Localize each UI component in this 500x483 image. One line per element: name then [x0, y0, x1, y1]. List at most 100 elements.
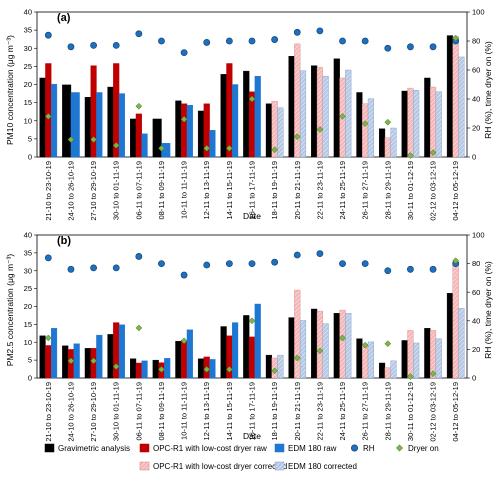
bar-opc_raw: [135, 362, 142, 379]
rh-point: [293, 251, 301, 259]
x-tick-label: 12-11 to 13-11-19: [202, 161, 211, 220]
bar-grav: [197, 358, 205, 379]
y-tick-label: 20: [24, 302, 32, 311]
x-tick-label: 06-11 to 07-11-19: [134, 161, 143, 220]
bar-opc_raw: [45, 63, 52, 158]
bar-edm_raw: [118, 324, 126, 379]
bar-edm_raw: [254, 303, 261, 379]
rh-point: [44, 31, 52, 39]
bar-grav: [424, 77, 431, 158]
legend-swatch-rh: [350, 444, 358, 452]
y-tick-label: 30: [24, 266, 32, 275]
x-tick-label: 02-12 to 03-12-19: [429, 161, 438, 221]
bar-opc_raw: [135, 113, 142, 158]
dryer-on-point: [90, 136, 97, 143]
bar-opc_corr: [452, 36, 459, 158]
dryer-on-point: [339, 334, 346, 342]
bar-edm_corr: [413, 90, 420, 158]
legend-label-dryer: Dryer on: [408, 444, 439, 453]
bar-edm_raw: [232, 322, 239, 379]
panel-b: (b) PM2.5 concentration (μg m⁻³) RH (%),…: [5, 231, 493, 442]
bar-opc_corr: [362, 103, 369, 158]
bar-opc_corr: [294, 289, 301, 379]
bar-edm_raw: [164, 358, 171, 379]
legend-swatch-edm_corr: [274, 461, 285, 471]
bar-edm_raw: [141, 133, 148, 158]
x-tick-label: 16-11 to 17-11-19: [248, 382, 257, 441]
bar-grav: [311, 65, 318, 158]
panel-label: (a): [57, 12, 71, 24]
rh-point: [429, 265, 437, 273]
y-tick-label: 40: [24, 8, 32, 17]
bar-grav: [39, 335, 46, 379]
y-right-tick-label: 100: [472, 8, 485, 17]
rh-point: [158, 37, 165, 45]
rh-point: [67, 265, 75, 273]
rh-point: [135, 253, 143, 260]
y-right-tick-label: 20: [472, 345, 480, 354]
dryer-on-point: [180, 115, 188, 123]
rh-point: [361, 260, 369, 267]
bar-opc_corr: [339, 309, 346, 379]
bar-grav: [288, 56, 295, 158]
rh-point: [158, 260, 165, 267]
bar-edm_corr: [458, 56, 465, 158]
rh-point: [316, 250, 324, 257]
x-tick-label: 30-10 to 01-11-19: [112, 382, 121, 441]
dryer-on-point: [248, 95, 256, 103]
bar-edm_raw: [96, 334, 103, 379]
x-tick-label: 28-11 to 29-11-19: [383, 382, 392, 441]
dryer-on-point: [226, 144, 233, 152]
bar-grav: [378, 128, 386, 158]
rh-point: [180, 49, 188, 56]
y-right-tick-label: 60: [472, 288, 480, 297]
y-right-tick-label: 20: [472, 124, 480, 133]
y-right-tick-label: 0: [472, 153, 476, 162]
bar-grav: [288, 317, 295, 379]
y-right-tick-label: 40: [472, 316, 480, 325]
bar-opc_corr: [452, 262, 459, 379]
dryer-on-point: [248, 317, 256, 325]
bar-grav: [446, 293, 454, 379]
dryer-on-point: [384, 118, 392, 126]
dryer-on-point: [112, 142, 120, 149]
x-tick-label: 10-11 to 11-11-19: [180, 161, 189, 219]
dryer-on-point: [226, 366, 233, 373]
y-right-tick-label: 100: [472, 231, 485, 240]
bar-edm_corr: [435, 91, 442, 158]
bar-grav: [378, 362, 386, 379]
rh-point: [67, 43, 75, 51]
bar-grav: [197, 110, 205, 158]
rh-point: [44, 254, 52, 262]
bar-opc_corr: [384, 137, 391, 158]
bar-edm_raw: [50, 83, 58, 158]
bar-edm_raw: [118, 93, 126, 158]
bar-edm_corr: [390, 127, 397, 158]
rh-point: [293, 28, 301, 36]
y-tick-label: 20: [24, 80, 32, 89]
bar-opc_raw: [181, 103, 188, 158]
rh-point: [361, 37, 369, 45]
bar-grav: [152, 359, 159, 379]
bar-grav: [62, 345, 69, 379]
bar-grav: [333, 58, 340, 158]
dryer-on-point: [339, 113, 346, 120]
dryer-on-point: [158, 366, 165, 373]
dryer-on-point: [271, 146, 278, 154]
bar-grav: [84, 348, 91, 379]
bar-grav: [84, 96, 91, 158]
bar-grav: [220, 74, 227, 158]
bar-grav: [39, 77, 46, 158]
y-right-tick-label: 80: [472, 37, 480, 46]
bar-edm_corr: [413, 342, 420, 379]
x-tick-label: 22-11 to 23-11-19: [315, 382, 324, 441]
dryer-on-point: [429, 149, 437, 157]
bar-opc_raw: [45, 345, 52, 379]
y-tick-label: 25: [24, 62, 32, 71]
legend-swatch-edm_raw: [274, 443, 285, 453]
dryer-on-point: [361, 341, 369, 349]
bar-grav: [356, 338, 363, 379]
panel-label: (b): [57, 235, 71, 247]
bar-edm_corr: [322, 323, 329, 379]
